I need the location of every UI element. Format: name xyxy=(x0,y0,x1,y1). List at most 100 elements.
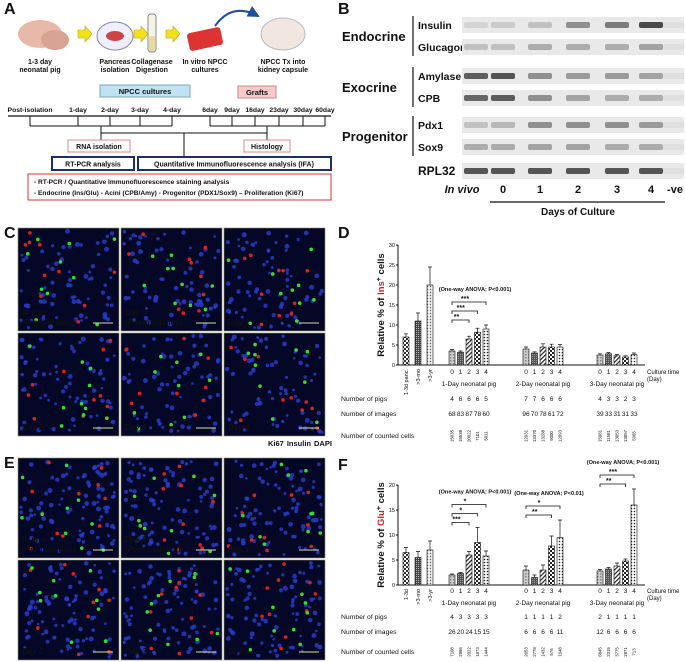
nucleus xyxy=(252,618,257,623)
insulin-cell xyxy=(181,522,185,526)
culture-time-label: (Day) xyxy=(647,377,662,383)
nucleus xyxy=(296,502,300,506)
ifa-label: Quantitative Immunofluorescence analysis… xyxy=(154,162,314,169)
micrograph-label: Day 4 xyxy=(228,423,250,432)
step-label: neonatal pig xyxy=(19,67,60,74)
nucleus xyxy=(131,290,135,294)
cells-count: 2866 xyxy=(458,647,463,657)
nucleus xyxy=(182,370,188,376)
nucleus xyxy=(228,538,233,543)
error-bar xyxy=(475,527,480,543)
nucleus xyxy=(274,470,278,474)
gel-band xyxy=(528,44,552,50)
bar xyxy=(556,346,564,366)
nucleus xyxy=(80,336,86,342)
pigs-count: 3 xyxy=(476,614,480,621)
nucleus xyxy=(30,527,35,532)
nucleus xyxy=(214,542,219,547)
nucleus xyxy=(240,538,246,544)
ki67-cell xyxy=(305,610,310,615)
bar xyxy=(448,350,456,366)
summary-box xyxy=(27,173,332,201)
nucleus xyxy=(102,588,108,593)
nucleus xyxy=(88,636,94,642)
category-label: 3 xyxy=(624,369,628,376)
cells-count: 3775 xyxy=(615,647,620,657)
ki67-cell xyxy=(105,416,109,420)
nucleus xyxy=(161,425,165,429)
nucleus xyxy=(97,569,103,575)
images-count: 33 xyxy=(605,411,613,418)
panel-letter: E xyxy=(4,455,15,472)
nucleus xyxy=(90,263,96,269)
nucleus xyxy=(311,485,315,489)
nucleus xyxy=(92,369,96,373)
ki67-cell xyxy=(83,406,88,411)
nucleus xyxy=(103,622,107,626)
nucleus xyxy=(65,644,71,649)
nucleus xyxy=(50,280,55,285)
category-label: 2 xyxy=(615,588,619,595)
ki67-cell xyxy=(279,291,283,296)
nucleus xyxy=(282,552,286,556)
nucleus xyxy=(57,549,61,553)
nucleus xyxy=(43,629,49,635)
ki67-cell xyxy=(168,579,172,584)
nucleus xyxy=(162,629,167,634)
nucleus xyxy=(240,315,244,319)
ki67-cell xyxy=(61,405,66,410)
nucleus xyxy=(298,570,302,575)
ki67-cell xyxy=(315,420,319,425)
legend-label: Insulin xyxy=(287,439,312,448)
nucleus xyxy=(303,546,307,550)
legend-label: DAPI xyxy=(314,439,332,448)
nucleus xyxy=(165,608,171,614)
nucleus xyxy=(316,494,321,500)
nucleus xyxy=(194,361,200,367)
nucleus xyxy=(20,337,25,343)
error-bar xyxy=(606,352,611,354)
flask-icon xyxy=(187,27,223,51)
nucleus xyxy=(294,509,299,514)
nucleus xyxy=(190,625,195,630)
ki67-cell xyxy=(87,383,92,388)
pigs-count: 6 xyxy=(550,396,554,403)
significance-label: ** xyxy=(454,314,460,321)
nucleus xyxy=(103,283,107,287)
ki67-cell xyxy=(262,542,267,546)
rna-label: RNA isolation xyxy=(76,144,122,151)
gel-band xyxy=(491,73,515,79)
nucleus xyxy=(50,244,55,248)
nucleus xyxy=(30,318,33,322)
gene-label: Sox9 xyxy=(418,142,443,154)
gel-band xyxy=(663,144,685,150)
ki67-cell xyxy=(188,303,193,308)
micrograph-label: Day 3 xyxy=(125,423,147,432)
nucleus xyxy=(234,310,239,315)
graft-box xyxy=(237,85,277,99)
nucleus xyxy=(251,575,255,578)
ki67-cell xyxy=(153,370,157,374)
nucleus xyxy=(66,648,70,651)
y-tick-label: 0 xyxy=(392,583,395,589)
nucleus xyxy=(23,360,28,364)
nucleus xyxy=(242,307,247,312)
nucleus xyxy=(264,521,270,526)
nucleus xyxy=(262,262,266,267)
nucleus xyxy=(266,230,272,236)
row-label: Number of counted cells xyxy=(341,649,415,656)
nucleus xyxy=(243,504,247,509)
category-label: 4 xyxy=(484,588,488,595)
nucleus xyxy=(211,542,216,548)
bar xyxy=(402,336,410,366)
ki67-cell xyxy=(192,474,196,479)
nucleus xyxy=(282,585,288,591)
insulin-cell xyxy=(252,493,257,498)
insulin-cell xyxy=(199,274,203,279)
insulin-cell xyxy=(148,610,153,614)
gel-band xyxy=(566,95,590,101)
micrograph-label: Day 0 xyxy=(125,308,147,317)
culture-box xyxy=(99,84,191,98)
nucleus xyxy=(165,382,170,387)
nucleus xyxy=(180,460,185,465)
